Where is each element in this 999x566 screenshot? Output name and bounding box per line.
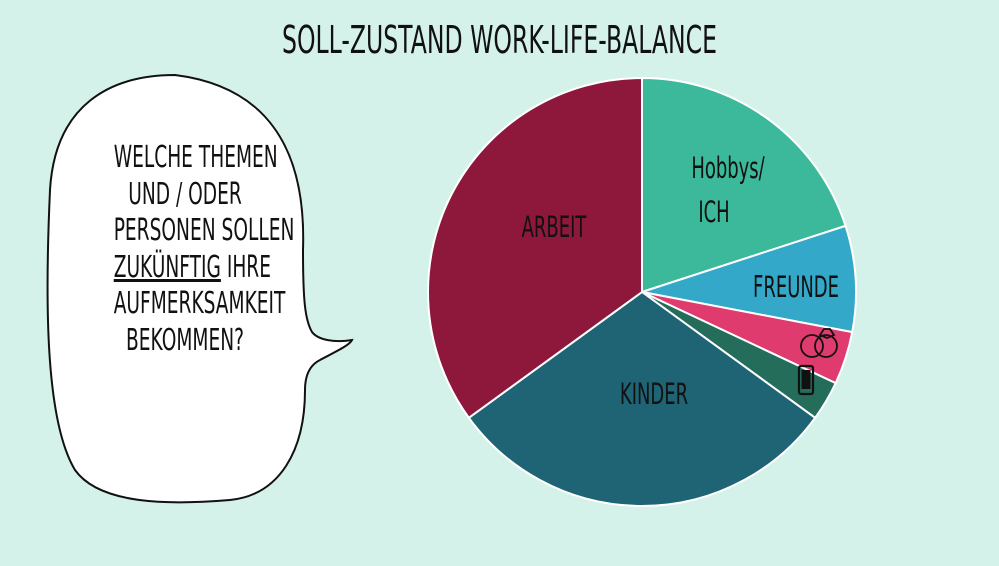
bubble-line-4-rest: IHRE: [220, 249, 271, 285]
chart-title: SOLL-ZUSTAND WORK-LIFE-BALANCE: [281, 18, 717, 62]
bubble-line-6: BEKOMMEN?: [126, 322, 244, 358]
bubble-underlined-word: ZUKÜNFTIG: [113, 249, 221, 285]
speech-bubble-shape: [46, 73, 354, 504]
bubble-line-1: WELCHE THEMEN: [113, 140, 278, 175]
rings-icon: [800, 328, 838, 358]
pie-slice-kinder: [467, 290, 817, 508]
slice-label-5-0: ARBEIT: [522, 211, 587, 245]
slice-label-1-0: FREUNDE: [753, 271, 839, 305]
slice-label-4-0: KINDER: [620, 378, 688, 412]
pie-slice-freunde: [641, 224, 857, 334]
slice-label-0-1: ICH: [698, 196, 729, 230]
pie-slice-hobbys-ich: [641, 76, 847, 294]
bubble-line-4: ZUKÜNFTIG IHRE: [113, 249, 271, 287]
slice-label-0-0: Hobbys/: [691, 152, 765, 186]
smartphone-icon: [797, 364, 815, 396]
speech-bubble-text: WELCHE THEMEN UND / ODER PERSONEN SOLLEN…: [70, 140, 300, 359]
pie-slice-arbeit: [427, 76, 643, 420]
bubble-line-2: UND / ODER: [128, 176, 242, 212]
